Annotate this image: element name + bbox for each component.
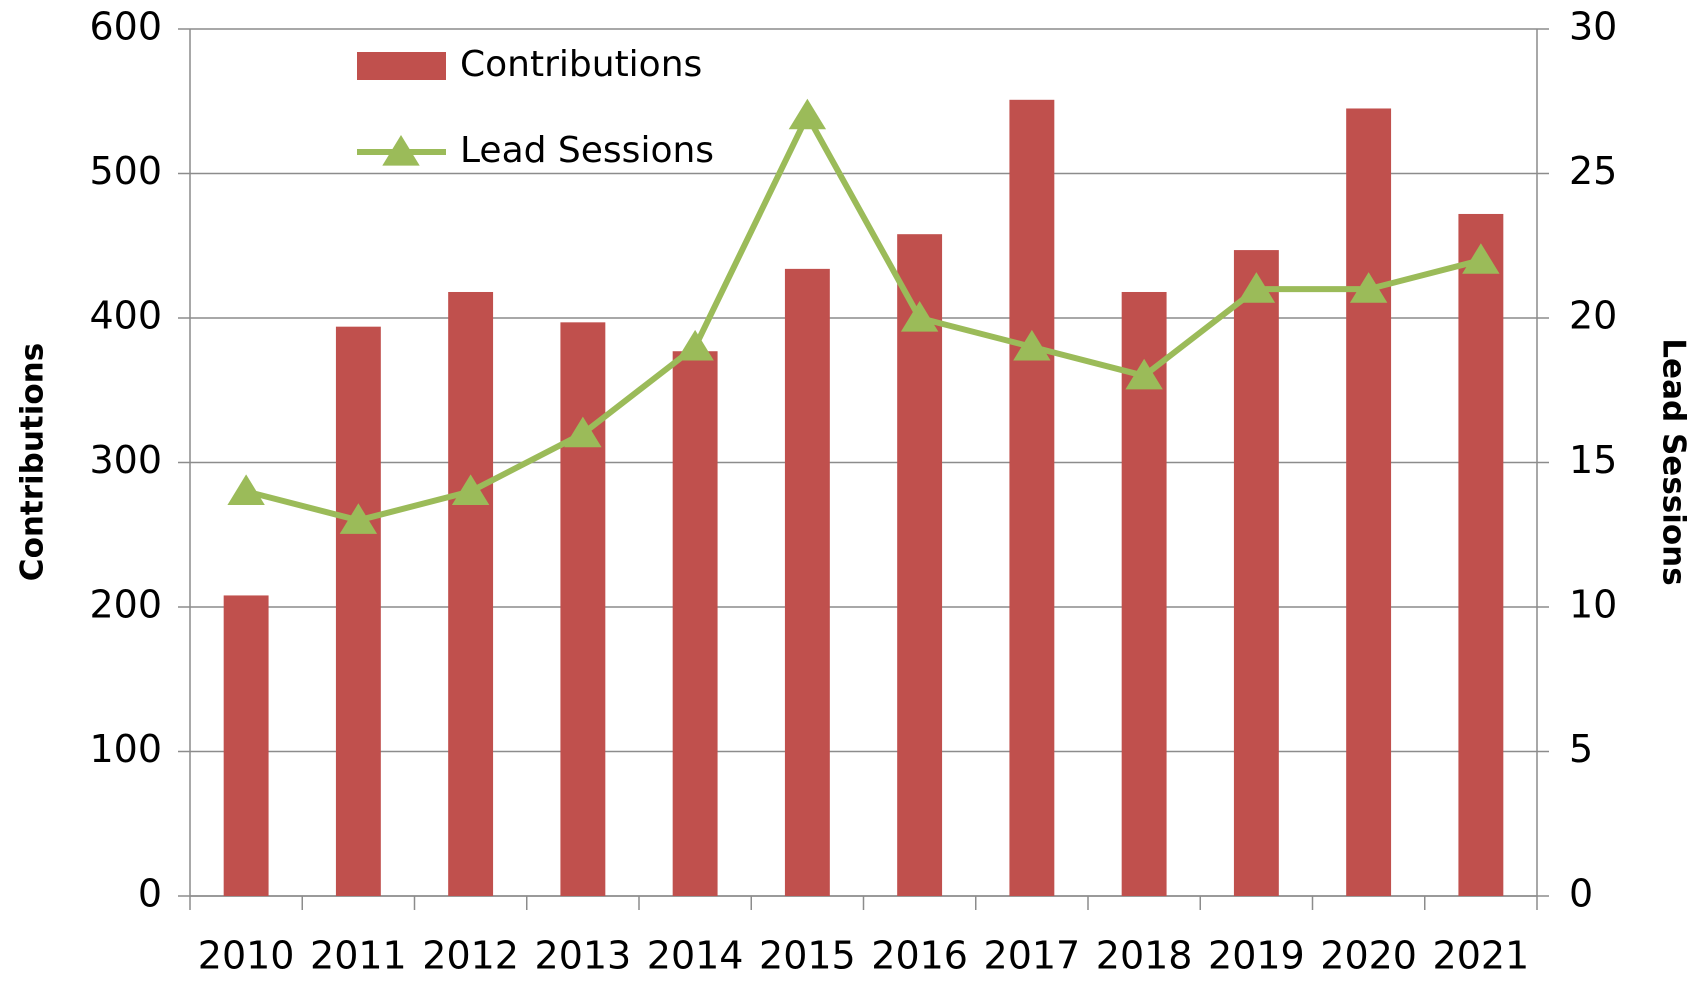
marker	[451, 474, 490, 505]
y-tick-label: 0	[138, 872, 162, 916]
x-tick-label: 2012	[422, 934, 519, 978]
bar	[448, 291, 494, 896]
marker	[227, 474, 265, 505]
bar	[335, 326, 381, 896]
x-tick-label: 2021	[1433, 934, 1530, 978]
legend-marker	[382, 135, 420, 166]
y2-tick-label: 25	[1569, 149, 1617, 193]
x-tick-label: 2011	[310, 934, 407, 978]
y2-tick-label: 15	[1569, 438, 1617, 482]
y2-axis-title: Lead Sessions	[1656, 338, 1692, 585]
marker	[900, 301, 939, 332]
x-tick-label: 2014	[647, 934, 744, 978]
bar	[1233, 250, 1279, 896]
legend-swatch	[357, 52, 446, 80]
x-tick-label: 2013	[535, 934, 632, 978]
y2-tick-label: 0	[1569, 872, 1593, 916]
y2-tick-label: 30	[1569, 5, 1617, 49]
x-tick-label: 2018	[1096, 934, 1193, 978]
bar	[672, 351, 718, 896]
y-tick-label: 200	[89, 583, 162, 627]
y-tick-label: 300	[89, 438, 162, 482]
x-tick-label: 2010	[198, 934, 295, 978]
bar	[1346, 108, 1392, 897]
line	[245, 112, 1482, 524]
legend-label: Contributions	[460, 44, 702, 85]
marker	[1462, 243, 1500, 274]
x-tick-label: 2015	[759, 934, 856, 978]
bar	[1458, 213, 1504, 896]
legend-label: Lead Sessions	[460, 130, 714, 171]
x-tick-label: 2016	[871, 934, 968, 978]
x-tick-label: 2017	[984, 934, 1081, 978]
bar	[223, 595, 269, 896]
y2-tick-label: 10	[1569, 583, 1617, 627]
marker	[564, 416, 602, 448]
marker	[1013, 329, 1051, 361]
y-tick-label: 600	[89, 5, 162, 49]
bar	[784, 268, 830, 896]
bar	[897, 234, 943, 896]
bar	[560, 322, 606, 897]
marker	[676, 329, 714, 361]
y-tick-label: 400	[89, 294, 162, 338]
bar	[1009, 99, 1055, 897]
marker	[1125, 358, 1163, 390]
y-tick-label: 100	[89, 727, 162, 771]
x-tick-label: 2019	[1208, 934, 1305, 978]
y-axis-title: Contributions	[15, 343, 51, 581]
marker	[788, 98, 827, 130]
y2-tick-label: 5	[1569, 727, 1593, 771]
y2-tick-label: 20	[1569, 294, 1617, 338]
x-tick-label: 2020	[1320, 934, 1417, 978]
y-tick-label: 500	[89, 149, 162, 193]
marker	[1349, 272, 1388, 303]
marker	[1237, 272, 1276, 303]
marker	[339, 503, 378, 534]
bar	[1121, 291, 1167, 896]
